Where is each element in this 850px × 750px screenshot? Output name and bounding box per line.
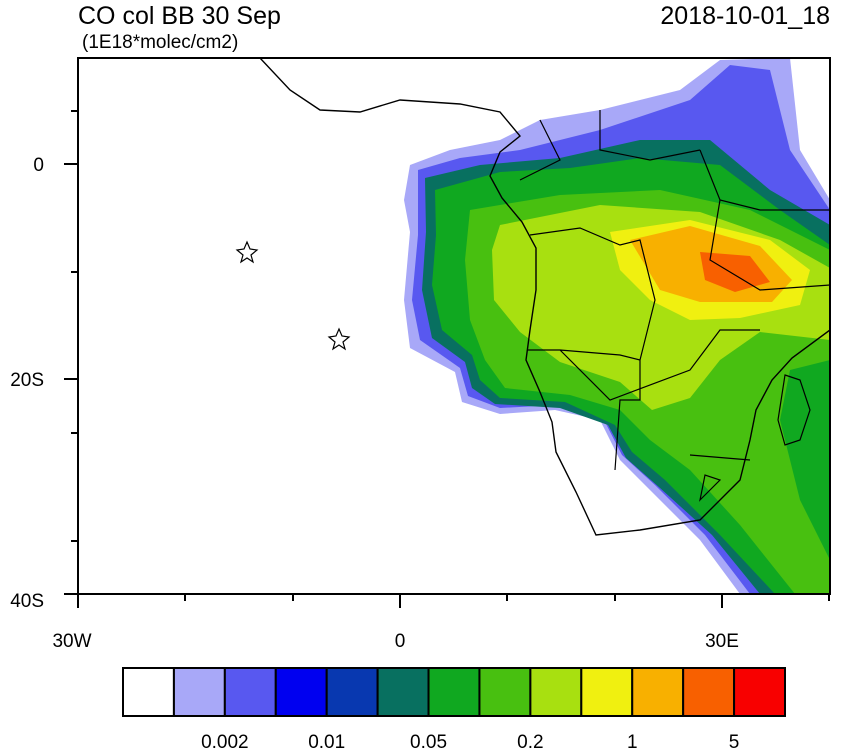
colorbar-box (274, 667, 328, 717)
colorbar-label: 5 (729, 732, 740, 750)
lat-label: 20S (10, 370, 44, 391)
colorbar-label: 1 (627, 732, 638, 750)
colorbar-box (733, 667, 786, 717)
colorbar-box (427, 667, 481, 717)
map-frame (77, 57, 831, 595)
colorbar-box (682, 667, 736, 717)
colorbar-box (376, 667, 430, 717)
units: (1E18*molec/cm2) (82, 32, 238, 53)
colorbar: 0.002 0.01 0.05 0.2 1 5 (122, 667, 786, 750)
map-area (78, 58, 830, 594)
lat-label: 0 (33, 155, 44, 176)
date: 2018-10-01_18 (660, 2, 830, 30)
colorbar-box (325, 667, 379, 717)
colorbar-box (580, 667, 634, 717)
colorbar-box (529, 667, 583, 717)
colorbar-label: 0.01 (308, 732, 345, 750)
colorbar-label: 0.05 (410, 732, 447, 750)
lat-label: 40S (10, 591, 44, 612)
colorbar-label: 0.002 (201, 732, 249, 750)
ticks (64, 110, 830, 608)
lon-label: 30W (52, 631, 91, 652)
colorbar-box (172, 667, 226, 717)
lon-label: 30E (705, 631, 739, 652)
colorbar-box (223, 667, 277, 717)
colorbar-box (631, 667, 685, 717)
colorbar-box (122, 667, 175, 717)
lon-label: 0 (395, 631, 406, 652)
title: CO col BB 30 Sep (78, 2, 281, 30)
colorbar-label: 0.2 (517, 732, 543, 750)
colorbar-box (478, 667, 532, 717)
